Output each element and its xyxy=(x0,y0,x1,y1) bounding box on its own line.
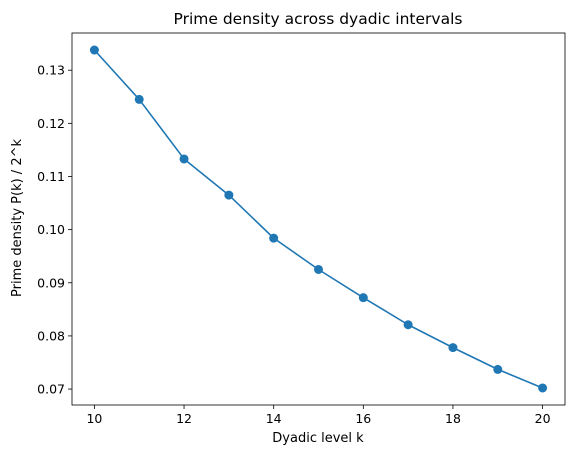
x-axis-label: Dyadic level k xyxy=(272,431,364,446)
y-tick-label: 0.12 xyxy=(37,116,65,131)
x-tick-label: 20 xyxy=(535,411,551,426)
data-point xyxy=(89,45,99,55)
data-point xyxy=(403,320,413,330)
data-point xyxy=(269,233,279,243)
y-tick-label: 0.08 xyxy=(37,328,65,343)
x-tick-label: 12 xyxy=(176,411,192,426)
data-point xyxy=(493,364,503,374)
data-point xyxy=(448,343,458,353)
y-tick-label: 0.07 xyxy=(37,382,65,397)
x-tick-label: 18 xyxy=(445,411,461,426)
x-tick-label: 16 xyxy=(355,411,371,426)
x-tick-label: 14 xyxy=(266,411,282,426)
data-point xyxy=(358,293,368,303)
y-axis-label: Prime density P(k) / 2^k xyxy=(10,139,25,297)
y-tick-label: 0.13 xyxy=(37,63,65,78)
data-point xyxy=(134,94,144,104)
chart-title: Prime density across dyadic intervals xyxy=(174,10,463,28)
data-point xyxy=(314,264,323,274)
data-point xyxy=(224,190,234,200)
axes-frame xyxy=(71,32,566,406)
data-point xyxy=(538,383,548,393)
y-tick-label: 0.11 xyxy=(37,169,65,184)
x-tick-label: 10 xyxy=(86,411,102,426)
series-line xyxy=(93,49,543,389)
y-tick-label: 0.10 xyxy=(37,222,65,237)
plot-area: 10 12 14 16 18 20 0.07 0.08 0.09 0.10 0.11 0.12 0.13 xyxy=(37,32,566,426)
data-point xyxy=(179,154,189,164)
y-tick-label: 0.09 xyxy=(37,275,65,290)
